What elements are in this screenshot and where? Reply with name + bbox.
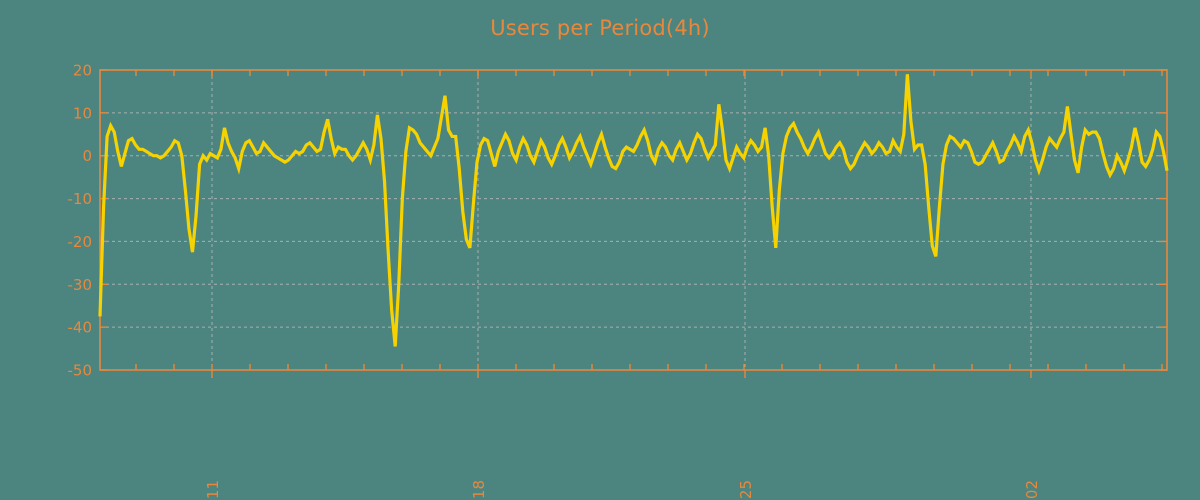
plot-frame: [99, 69, 1168, 371]
y-axis-labels-group: 20 10 0 -10 -20 -30 -40 -50: [68, 62, 93, 380]
x-axis-tick-label: 2025.09.25: [737, 480, 755, 500]
chart-title: Users per Period(4h): [490, 16, 710, 40]
x-axis-tick-label: 2025.10.02: [1023, 480, 1041, 500]
x-tick-marks-group: [135, 70, 1163, 378]
y-axis-tick-label: 20: [73, 62, 92, 80]
y-axis-tick-label: 0: [82, 147, 92, 165]
x-axis-tick-label: 2025.09.18: [470, 480, 488, 500]
y-axis-tick-label: -40: [68, 319, 93, 337]
x-axis-tick-label: 2025.09.11: [204, 480, 222, 500]
x-axis-labels-group: 2025.09.11 2025.09.18 2025.09.25 2025.10.02: [204, 480, 1041, 500]
y-axis-tick-label: -30: [68, 276, 93, 294]
y-axis-tick-label: -20: [68, 233, 93, 251]
y-axis-tick-label: 10: [73, 104, 92, 122]
y-axis-tick-label: -50: [68, 362, 93, 380]
gridlines-group: [100, 69, 1167, 371]
plot-border: [99, 69, 1168, 371]
y-axis-tick-label: -10: [68, 190, 93, 208]
series-line-users-per-period: [98, 74, 1169, 347]
data-series-group: [98, 74, 1169, 347]
